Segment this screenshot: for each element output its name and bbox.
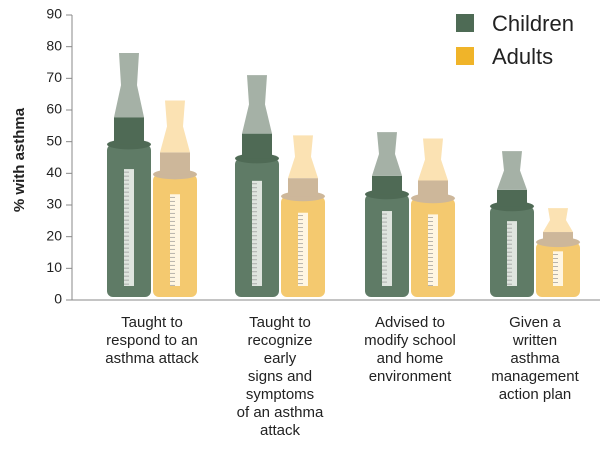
legend-swatch: [456, 47, 474, 65]
x-tick-label: Taught to recognize early signs and symp…: [236, 314, 324, 439]
x-tick-label: Taught to respond to an asthma attack: [105, 314, 199, 367]
bottle-collar: [288, 178, 318, 197]
y-tick-label: 90: [46, 6, 62, 22]
bar: [114, 53, 144, 118]
bottle-collar: [372, 175, 402, 195]
gauge: [428, 214, 438, 286]
gauge: [553, 251, 563, 286]
y-tick-label: 80: [46, 37, 62, 53]
gauge: [298, 212, 308, 286]
y-tick-label: 10: [46, 259, 62, 275]
bottle-collar: [418, 180, 448, 199]
gauge: [507, 221, 517, 286]
y-tick-label: 20: [46, 227, 62, 243]
y-tick-label: 0: [54, 291, 62, 307]
bar: [160, 100, 190, 153]
y-tick-label: 60: [46, 101, 62, 117]
gauge: [382, 211, 392, 286]
y-tick-label: 70: [46, 69, 62, 85]
bottle-collar: [242, 133, 272, 159]
gauge: [124, 169, 134, 286]
bar: [372, 132, 402, 176]
bottle-collar: [543, 232, 573, 243]
legend-label: Adults: [492, 44, 553, 69]
x-tick-label: Advised to modify school and home enviro…: [364, 314, 456, 385]
bar: [497, 151, 527, 190]
bottle-collar: [114, 117, 144, 145]
y-tick-label: 30: [46, 196, 62, 212]
y-tick-label: 50: [46, 132, 62, 148]
gauge: [170, 194, 180, 286]
bar: [242, 75, 272, 134]
legend-label: Children: [492, 11, 574, 36]
legend-swatch: [456, 14, 474, 32]
bottle-collar: [497, 189, 527, 207]
bar: [288, 135, 318, 179]
y-tick-label: 40: [46, 164, 62, 180]
bottle-collar: [160, 152, 190, 175]
y-axis-label: % with asthma: [11, 107, 28, 212]
gauge: [252, 180, 262, 286]
bar: [418, 138, 448, 181]
bar: [543, 208, 573, 233]
x-tick-label: Given a written asthma management action…: [491, 314, 579, 403]
